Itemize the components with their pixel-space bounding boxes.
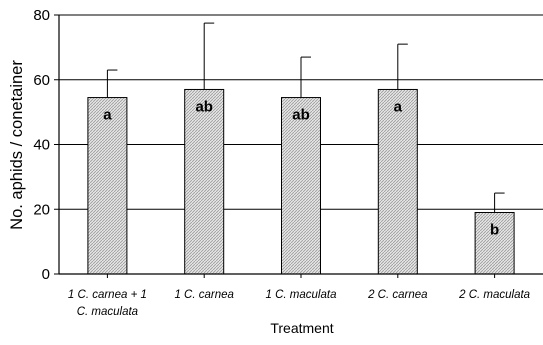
axes: 0 20 40 60 80 1 C. carnea + 1 C. maculata 1 C. …: [33, 7, 543, 318]
y-tick-label-80: 80: [33, 7, 50, 24]
x-tick-label-0-line-0: 1 C. carnea + 1: [68, 289, 147, 301]
bars: a ab ab ab: [87, 22, 515, 275]
x-tick-label-3: 2 C. carnea: [367, 289, 427, 301]
bar-3: [377, 88, 418, 275]
bar-4: [474, 211, 515, 275]
x-tick-label-1: 1 C. carnea: [174, 289, 233, 301]
x-tick-label-0-line-1: C. maculata: [77, 306, 138, 318]
y-tick-label-60: 60: [33, 72, 50, 89]
y-tick-label-0: 0: [42, 266, 50, 283]
x-tick-label-2: 1 C. maculata: [266, 289, 337, 301]
y-tick-label-40: 40: [33, 137, 50, 154]
x-axis-title: Treatment: [270, 320, 333, 336]
x-tick-label-4: 2 C. maculata: [458, 289, 530, 301]
y-tick-label-20: 20: [33, 201, 50, 218]
significance-label-2: ab: [292, 107, 310, 124]
significance-label-4: b: [490, 221, 499, 238]
significance-label-3: a: [394, 98, 403, 115]
significance-label-0: a: [103, 107, 112, 124]
significance-label-1: ab: [195, 98, 213, 115]
y-axis-title: No. aphids / conetainer: [8, 60, 26, 230]
bar-0: [87, 97, 128, 275]
bar-1: [184, 88, 225, 275]
bar-2: [281, 97, 321, 275]
